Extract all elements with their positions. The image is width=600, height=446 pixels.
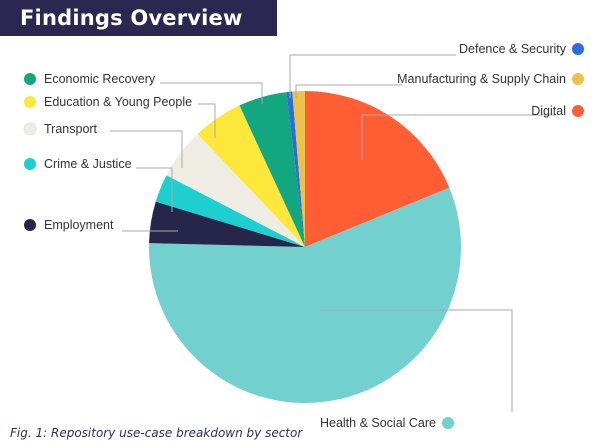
legend-dot-manufacturing-and-supply-chain xyxy=(572,73,584,85)
legend-dot-health-and-social-care xyxy=(442,417,454,429)
legend-dot-employment xyxy=(24,219,36,231)
title-banner: Findings Overview xyxy=(0,0,277,36)
pie-slice-digital xyxy=(305,91,450,247)
pie-slice-crime-and-justice xyxy=(155,175,305,247)
callout-line-crime-and-justice xyxy=(136,167,173,212)
legend-label-health-and-social-care: Health & Social Care xyxy=(320,416,436,430)
pie-slice-economic-recovery xyxy=(239,92,305,247)
legend-dot-digital xyxy=(572,105,584,117)
legend-label-crime-and-justice: Crime & Justice xyxy=(44,157,132,171)
legend: Digital Health & Social Care Employment Cri… xyxy=(23,42,584,430)
figure-caption: Fig. 1: Repository use-case breakdown by… xyxy=(10,426,303,440)
legend-label-economic-recovery: Economic Recovery xyxy=(44,72,156,86)
legend-label-education-and-young-people: Education & Young People xyxy=(44,95,192,109)
callout-lines xyxy=(110,54,556,412)
legend-label-manufacturing-and-supply-chain: Manufacturing & Supply Chain xyxy=(397,72,566,86)
legend-label-digital: Digital xyxy=(531,104,566,118)
legend-dot-economic-recovery xyxy=(24,73,36,85)
pie-slices xyxy=(148,91,461,404)
legend-dot-education-and-young-people xyxy=(24,96,36,108)
legend-dot-transport xyxy=(23,122,37,136)
pie-slice-education-and-young-people xyxy=(197,105,305,247)
callout-line-defence-and-security xyxy=(289,54,456,98)
legend-dot-crime-and-justice xyxy=(24,158,36,170)
pie-slice-manufacturing-and-supply-chain xyxy=(292,91,305,247)
legend-label-employment: Employment xyxy=(44,218,114,232)
callout-line-health-and-social-care xyxy=(320,309,513,412)
callout-line-digital xyxy=(361,114,556,160)
legend-dot-defence-and-security xyxy=(572,43,584,55)
pie-slice-defence-and-security xyxy=(286,91,305,248)
pie-slice-employment xyxy=(149,201,305,247)
pie-slice-transport xyxy=(166,133,305,247)
legend-label-defence-and-security: Defence & Security xyxy=(459,42,567,56)
callout-line-economic-recovery xyxy=(160,82,263,104)
callout-line-transport xyxy=(110,130,183,168)
pie-slice-health-and-social-care xyxy=(148,187,461,404)
legend-label-transport: Transport xyxy=(44,122,98,136)
callout-line-manufacturing-and-supply-chain xyxy=(295,84,402,98)
chart-title: Findings Overview xyxy=(20,6,243,30)
callout-line-education-and-young-people xyxy=(198,103,216,138)
